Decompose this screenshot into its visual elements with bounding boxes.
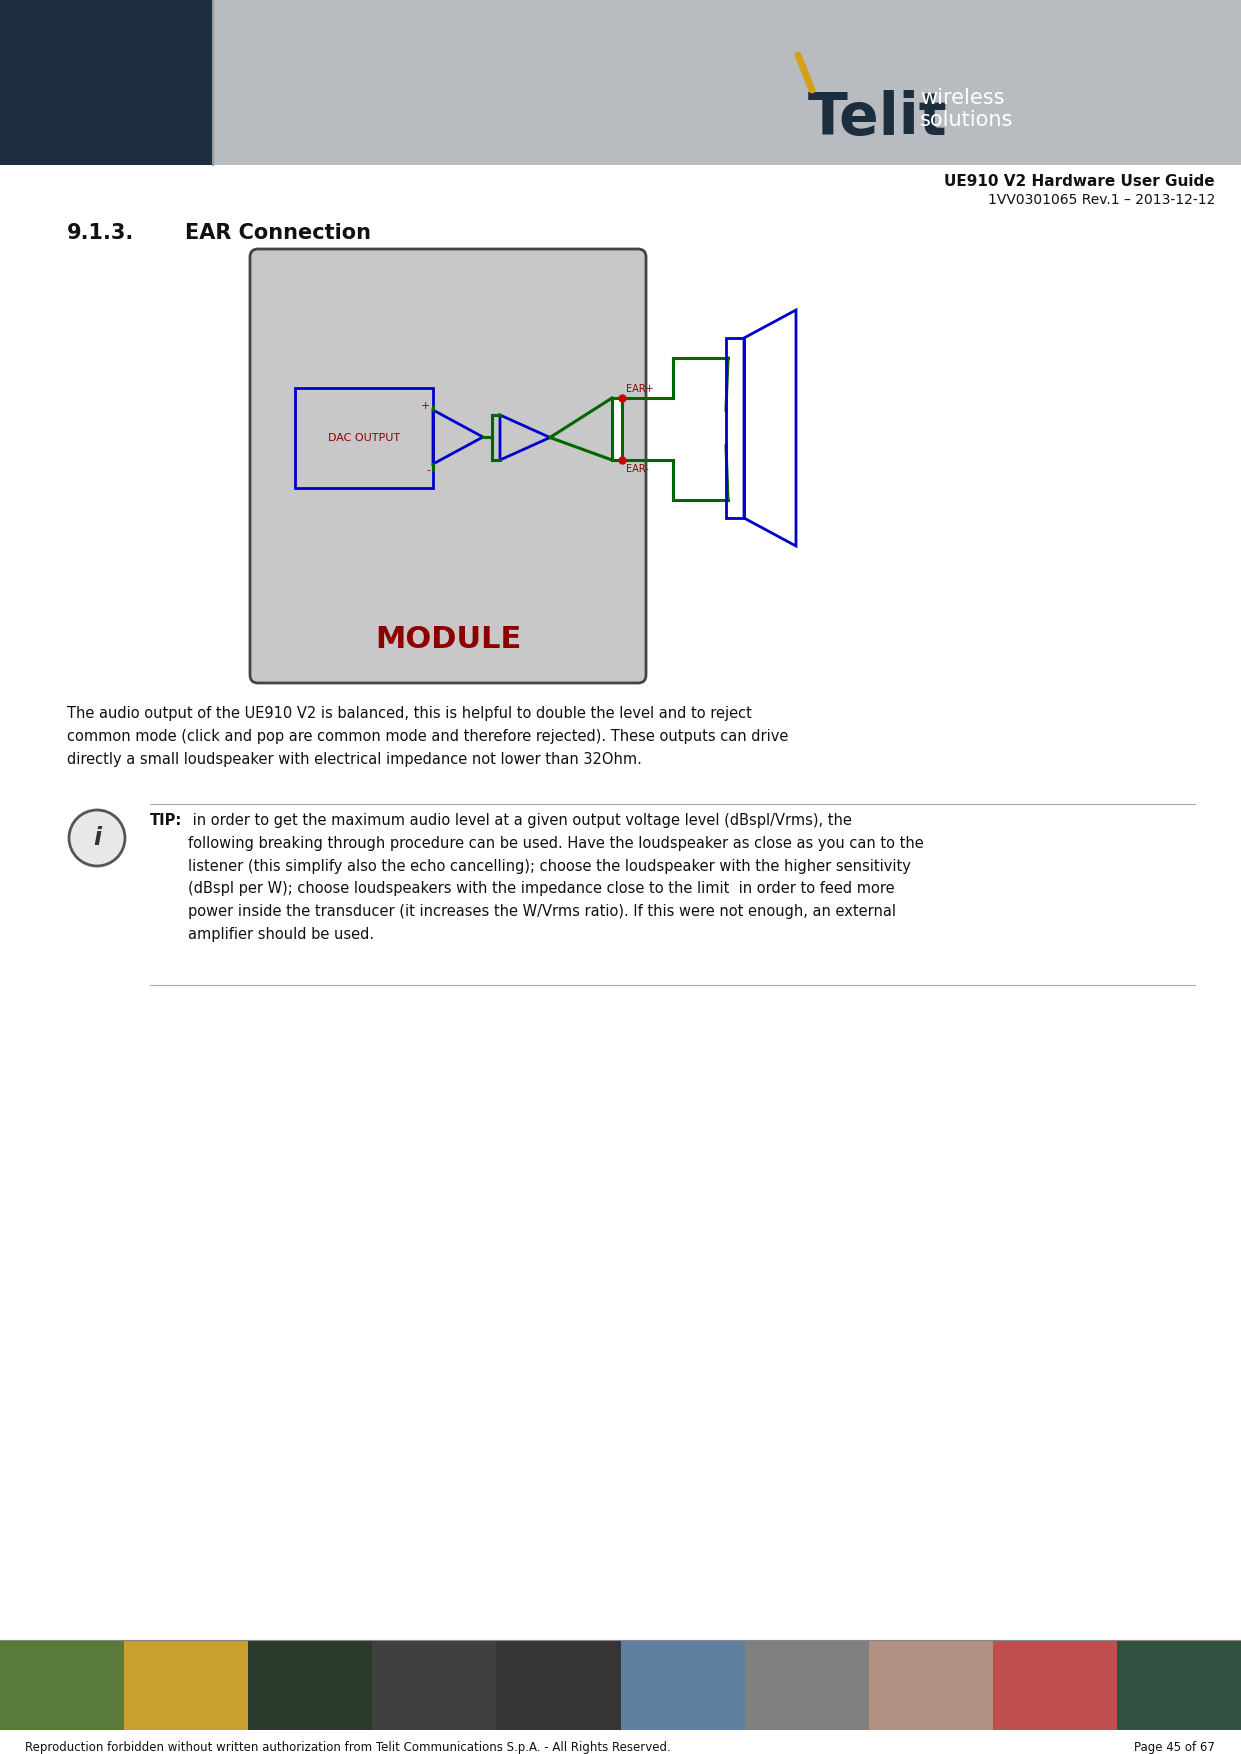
Bar: [0, 0, 213, 165]
Text: +: +: [421, 402, 429, 410]
Bar: [295, 388, 433, 488]
Text: MODULE: MODULE: [375, 626, 521, 654]
Bar: [993, 1640, 1117, 1729]
Text: EAR+: EAR+: [625, 384, 654, 395]
Bar: [248, 1640, 372, 1729]
Bar: [372, 1640, 496, 1729]
Text: Page 45 of 67: Page 45 of 67: [1134, 1742, 1215, 1754]
Text: DAC OUTPUT: DAC OUTPUT: [328, 433, 400, 444]
Bar: [726, 339, 745, 517]
Bar: [0, 1640, 124, 1729]
FancyBboxPatch shape: [249, 249, 647, 682]
Text: wireless: wireless: [920, 88, 1004, 109]
Bar: [124, 1640, 248, 1729]
Text: solutions: solutions: [920, 111, 1014, 130]
Text: i: i: [93, 826, 101, 851]
Text: EAR Connection: EAR Connection: [185, 223, 371, 244]
Text: The audio output of the UE910 V2 is balanced, this is helpful to double the leve: The audio output of the UE910 V2 is bala…: [67, 707, 788, 766]
Bar: [213, 0, 1241, 165]
Bar: [612, 398, 622, 460]
Bar: [1117, 1640, 1241, 1729]
Text: 1VV0301065 Rev.1 – 2013-12-12: 1VV0301065 Rev.1 – 2013-12-12: [988, 193, 1215, 207]
Text: 9.1.3.: 9.1.3.: [67, 223, 134, 244]
Text: EAR-: EAR-: [625, 465, 649, 474]
Text: -: -: [426, 465, 429, 475]
Circle shape: [69, 810, 125, 866]
Bar: [620, 1640, 745, 1729]
Bar: [869, 1640, 993, 1729]
Text: TIP:: TIP:: [150, 814, 182, 828]
Text: Telit: Telit: [808, 89, 948, 147]
Text: in order to get the maximum audio level at a given output voltage level (dBspl/V: in order to get the maximum audio level …: [187, 814, 923, 942]
Bar: [496, 1640, 620, 1729]
Bar: [745, 1640, 869, 1729]
Text: Reproduction forbidden without written authorization from Telit Communications S: Reproduction forbidden without written a…: [25, 1742, 670, 1754]
Text: UE910 V2 Hardware User Guide: UE910 V2 Hardware User Guide: [944, 174, 1215, 189]
